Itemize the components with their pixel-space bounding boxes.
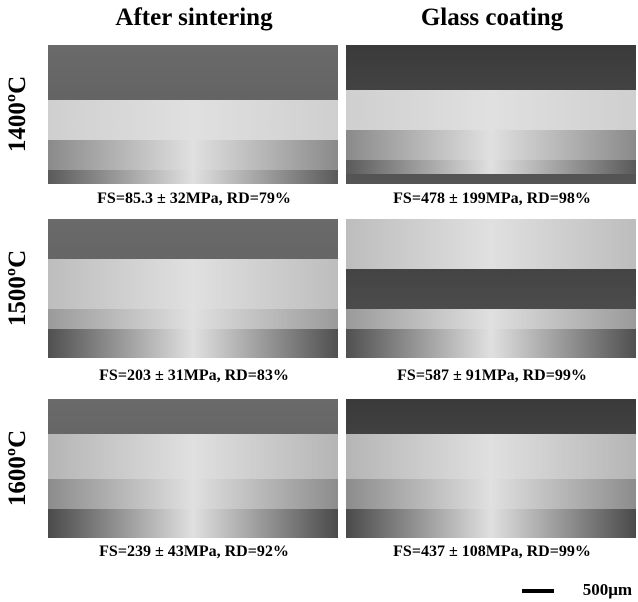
figure: 500μm After sinteringGlass coating 1400ºC… xyxy=(0,0,638,602)
specimen-region xyxy=(346,479,636,509)
row-label: 1600ºC xyxy=(4,398,32,538)
specimen-region xyxy=(48,259,338,309)
specimen-region xyxy=(48,479,338,509)
caption: FS=203 ± 31MPa, RD=83% xyxy=(48,367,340,385)
sem-image xyxy=(48,219,338,358)
caption: FS=239 ± 43MPa, RD=92% xyxy=(48,543,340,561)
specimen-region xyxy=(346,90,636,130)
sem-image xyxy=(346,219,636,358)
specimen-region xyxy=(48,329,338,358)
specimen-region xyxy=(48,140,338,170)
caption: FS=85.3 ± 32MPa, RD=79% xyxy=(48,190,340,208)
caption: FS=437 ± 108MPa, RD=99% xyxy=(346,543,638,561)
specimen-region xyxy=(48,309,338,329)
sem-image xyxy=(346,399,636,538)
caption: FS=478 ± 199MPa, RD=98% xyxy=(346,190,638,208)
scale-bar-label: 500μm xyxy=(583,580,632,600)
specimen-region xyxy=(48,509,338,538)
specimen-region xyxy=(346,434,636,479)
specimen-region xyxy=(48,170,338,184)
specimen-region xyxy=(346,160,636,174)
scale-bar xyxy=(522,589,554,593)
sem-image xyxy=(346,45,636,184)
sem-image xyxy=(48,399,338,538)
specimen-region xyxy=(346,509,636,538)
specimen-region xyxy=(48,434,338,479)
column-header: Glass coating xyxy=(346,4,638,32)
row-label: 1500ºC xyxy=(4,218,32,358)
caption: FS=587 ± 91MPa, RD=99% xyxy=(346,367,638,385)
specimen-region xyxy=(346,309,636,329)
specimen-region xyxy=(48,100,338,140)
specimen-region xyxy=(346,219,636,269)
specimen-region xyxy=(346,130,636,160)
specimen-region xyxy=(346,329,636,358)
column-header: After sintering xyxy=(48,4,340,32)
row-label: 1400ºC xyxy=(4,44,32,184)
sem-image xyxy=(48,45,338,184)
